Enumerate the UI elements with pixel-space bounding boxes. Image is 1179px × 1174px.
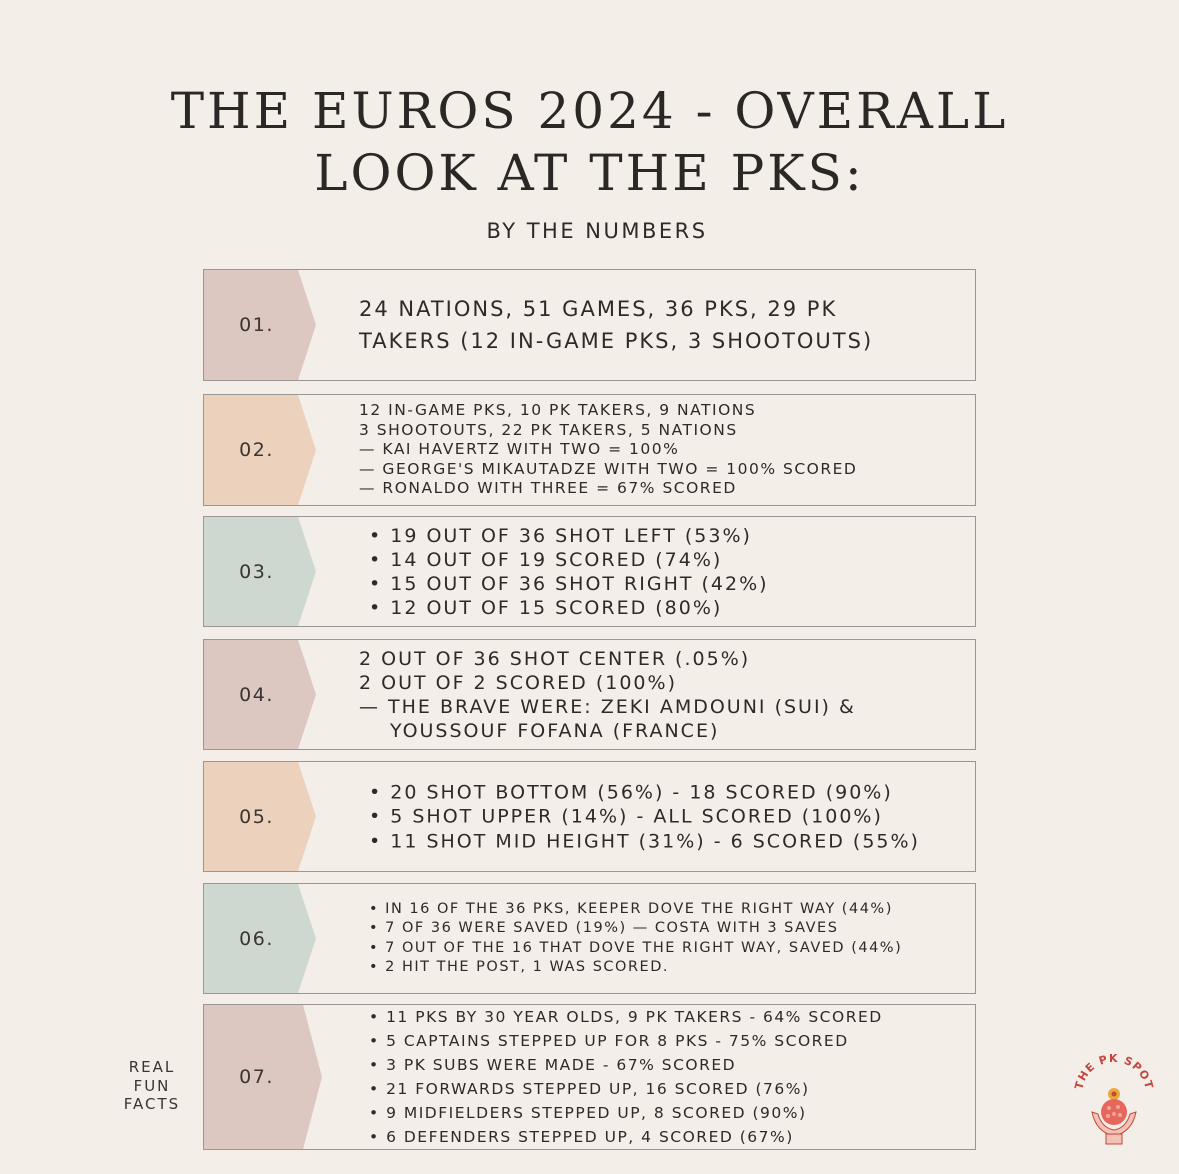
card-line: • 9 MIDFIELDERS STEPPED UP, 8 SCORED (90… [369,1104,807,1122]
title-line-1: THE EUROS 2024 - OVERALL [170,82,1009,140]
card-number-tab: 05. [204,762,316,871]
card-line: • 15 OUT OF 36 SHOT RIGHT (42%) [369,572,769,595]
card-line: 2 OUT OF 36 SHOT CENTER (.05%) [359,647,751,670]
stat-card-01: 01. 24 NATIONS, 51 GAMES, 36 PKS, 29 PK … [203,269,976,381]
card-line: • 3 PK SUBS WERE MADE - 67% SCORED [369,1056,737,1074]
side-label-line: FACTS [123,1095,181,1113]
card-number: 05. [239,805,274,828]
stat-card-03: 03. • 19 OUT OF 36 SHOT LEFT (53%) • 14 … [203,516,976,627]
page-title: THE EUROS 2024 - OVERALL LOOK AT THE PKS… [0,80,1179,204]
card-line: — GEORGE'S MIKAUTADZE WITH TWO = 100% SC… [359,459,858,478]
card-line: • 2 HIT THE POST, 1 WAS SCORED. [369,959,669,976]
card-number: 02. [239,439,274,461]
logo-text: THE PK SPOT [1072,1052,1154,1091]
card-line: • 5 SHOT UPPER (14%) - ALL SCORED (100%) [369,805,883,828]
stat-card-05: 05. • 20 SHOT BOTTOM (56%) - 18 SCORED (… [203,761,976,872]
card-line: — THE BRAVE WERE: ZEKI AMDOUNI (SUI) & [359,695,856,718]
card-content: • 19 OUT OF 36 SHOT LEFT (53%) • 14 OUT … [369,524,967,620]
stat-card-07: 07. • 11 PKS BY 30 YEAR OLDS, 9 PK TAKER… [203,1004,976,1150]
card-number: 07. [239,1066,274,1088]
card-number-tab: 01. [204,270,316,380]
card-line: • 21 FORWARDS STEPPED UP, 16 SCORED (76%… [369,1080,810,1098]
stat-card-04: 04. 2 OUT OF 36 SHOT CENTER (.05%) 2 OUT… [203,639,976,750]
page-subtitle: BY THE NUMBERS [486,219,708,243]
card-number: 01. [239,314,274,336]
card-content: 2 OUT OF 36 SHOT CENTER (.05%) 2 OUT OF … [359,647,967,743]
card-content: 24 NATIONS, 51 GAMES, 36 PKS, 29 PK TAKE… [359,293,919,357]
real-fun-facts-label: REAL FUN FACTS [110,1058,194,1114]
card-line: • 20 SHOT BOTTOM (56%) - 18 SCORED (90%) [369,780,893,803]
hands-holding-flower-ball-icon: THE PK SPOT [1072,1052,1155,1145]
card-line: 12 IN-GAME PKS, 10 PK TAKERS, 9 NATIONS [359,401,757,420]
card-number-tab: 03. [204,517,316,626]
card-line: • 7 OUT OF THE 16 THAT DOVE THE RIGHT WA… [369,939,903,956]
side-label-line: FUN [133,1076,171,1095]
card-content: • 11 PKS BY 30 YEAR OLDS, 9 PK TAKERS - … [369,1005,967,1149]
card-number: 04. [239,683,274,706]
card-line: 3 SHOOTOUTS, 22 PK TAKERS, 5 NATIONS [359,420,738,439]
card-number-tab: 04. [204,640,316,749]
stat-card-06: 06. • IN 16 OF THE 36 PKS, KEEPER DOVE T… [203,883,976,994]
card-line: • 6 DEFENDERS STEPPED UP, 4 SCORED (67%) [369,1128,794,1146]
card-line: • 7 OF 36 WERE SAVED (19%) — COSTA WITH … [369,919,839,936]
card-number: 03. [239,560,274,583]
card-line: 24 NATIONS, 51 GAMES, 36 PKS, 29 PK TAKE… [359,297,874,353]
card-line: • 11 PKS BY 30 YEAR OLDS, 9 PK TAKERS - … [369,1008,883,1026]
card-number-tab: 07. [204,1005,322,1149]
card-content: • IN 16 OF THE 36 PKS, KEEPER DOVE THE R… [369,899,967,977]
card-line: • IN 16 OF THE 36 PKS, KEEPER DOVE THE R… [369,900,893,917]
card-line: 2 OUT OF 2 SCORED (100%) [359,671,677,694]
card-line: • 14 OUT OF 19 SCORED (74%) [369,548,723,571]
title-line-2: LOOK AT THE PKS: [314,144,865,202]
card-line: • 19 OUT OF 36 SHOT LEFT (53%) [369,524,752,547]
svg-text:THE PK SPOT: THE PK SPOT [1072,1054,1155,1091]
side-label-line: REAL [128,1058,176,1076]
card-content: • 20 SHOT BOTTOM (56%) - 18 SCORED (90%)… [369,780,967,854]
stat-card-02: 02. 12 IN-GAME PKS, 10 PK TAKERS, 9 NATI… [203,394,976,506]
card-line: — RONALDO WITH THREE = 67% SCORED [359,479,737,498]
card-number-tab: 02. [204,395,316,505]
card-line: YOUSSOUF FOFANA (FRANCE) [390,719,720,742]
pk-spot-logo: THE PK SPOT [1072,1052,1156,1148]
card-content: 12 IN-GAME PKS, 10 PK TAKERS, 9 NATIONS … [359,401,967,499]
card-line: — KAI HAVERTZ WITH TWO = 100% [359,440,680,459]
card-line: • 5 CAPTAINS STEPPED UP FOR 8 PKS - 75% … [369,1032,849,1050]
card-number-tab: 06. [204,884,316,993]
card-line: • 11 SHOT MID HEIGHT (31%) - 6 SCORED (5… [369,829,920,852]
card-number: 06. [239,927,274,950]
card-line: • 12 OUT OF 15 SCORED (80%) [369,596,723,619]
